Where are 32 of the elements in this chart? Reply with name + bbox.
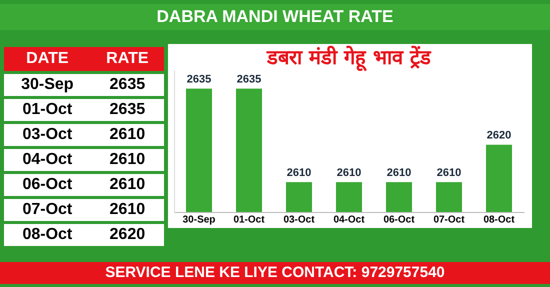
x-tick-label: 08-Oct [483,214,516,226]
text: RATE [90,47,164,71]
category-label: 08-Oct [22,226,72,243]
x-tick-label: 30-Sep [182,214,216,226]
data-label: 2610 [386,167,412,180]
x-tick-label: 07-Oct [433,214,466,226]
x-tick-label: 04-Oct [333,214,366,226]
data-label: 2635 [186,74,212,86]
category-label: 01-Oct [22,101,72,118]
x-tick-label: 01-Oct [233,214,266,226]
text: 2610 [110,176,146,193]
category-label: 30-Sep [21,76,74,93]
data-label: 2620 [486,130,512,142]
category-label: 03-Oct [22,126,72,143]
data-label: 2610 [286,167,312,180]
chart-subtitle: डबरा मंडी गेहू भाव ट्रेंड [266,45,432,72]
text: DATE [4,47,91,71]
text: 2635 [110,101,146,118]
text: 2635 [110,76,146,93]
text: 2620 [110,226,146,243]
data-label: 2635 [236,74,262,86]
chart-title: DABRA MANDI WHEAT RATE [0,4,550,30]
text: 2610 [110,126,146,143]
x-tick-label: 06-Oct [383,214,416,226]
text: SERVICE LENE KE LIYE CONTACT: 9729757540 [0,262,550,284]
data-label: 2610 [336,167,362,180]
category-label: 04-Oct [22,151,72,168]
text: 2610 [110,201,146,218]
text: 2610 [110,151,146,168]
data-label: 2610 [436,167,462,180]
x-tick-label: 03-Oct [283,214,316,226]
category-label: 06-Oct [22,176,72,193]
